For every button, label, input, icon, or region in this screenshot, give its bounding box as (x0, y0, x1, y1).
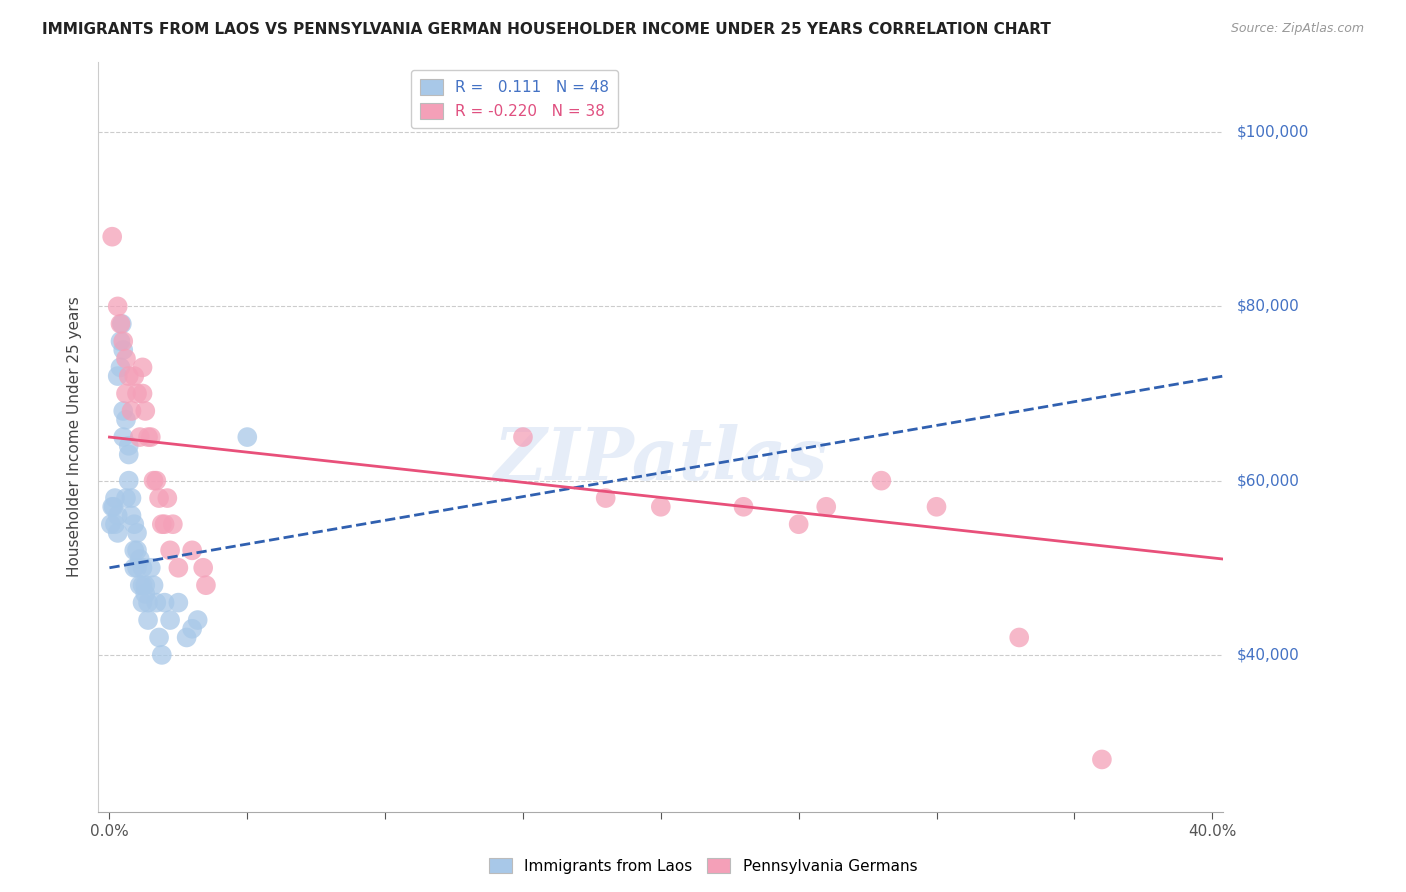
Text: $40,000: $40,000 (1237, 648, 1301, 663)
Point (100, 517, 122, 532)
Point (118, 448, 141, 462)
Point (162, 517, 184, 532)
Point (115, 412, 138, 426)
Point (122, 543, 145, 558)
Point (148, 491, 170, 505)
Point (167, 596, 190, 610)
Point (1008, 631, 1031, 645)
Point (107, 299, 129, 313)
Point (167, 561, 190, 575)
Point (145, 596, 167, 610)
Point (125, 525, 148, 540)
Text: $100,000: $100,000 (1237, 125, 1309, 140)
Point (512, 430, 534, 444)
Point (142, 474, 165, 488)
Point (150, 517, 173, 532)
Legend: R =   0.111   N = 48, R = -0.220   N = 38: R = 0.111 N = 48, R = -0.220 N = 38 (411, 70, 619, 128)
Point (136, 596, 159, 610)
Point (181, 543, 204, 558)
Point (110, 317, 132, 331)
Point (150, 648, 173, 662)
Point (131, 578, 153, 592)
Point (104, 517, 127, 532)
Point (815, 500, 838, 514)
Point (115, 351, 138, 366)
Point (131, 561, 153, 575)
Text: $60,000: $60,000 (1237, 473, 1301, 488)
Point (153, 517, 176, 532)
Point (148, 631, 170, 645)
Point (115, 386, 138, 401)
Point (176, 631, 198, 645)
Text: IMMIGRANTS FROM LAOS VS PENNSYLVANIA GERMAN HOUSEHOLDER INCOME UNDER 25 YEARS CO: IMMIGRANTS FROM LAOS VS PENNSYLVANIA GER… (42, 22, 1052, 37)
Point (112, 404, 135, 418)
Point (110, 360, 132, 375)
Point (107, 508, 129, 523)
Point (107, 525, 129, 540)
Point (153, 596, 176, 610)
Point (122, 561, 145, 575)
Legend: Immigrants from Laos, Pennsylvania Germans: Immigrants from Laos, Pennsylvania Germa… (482, 852, 924, 880)
Point (121, 491, 143, 505)
Point (110, 334, 132, 349)
Point (104, 491, 127, 505)
Point (1091, 752, 1114, 766)
Point (118, 439, 141, 453)
Text: ZIPatlas: ZIPatlas (494, 424, 828, 495)
Point (136, 430, 159, 444)
Point (145, 474, 167, 488)
Point (125, 386, 148, 401)
Point (650, 500, 672, 514)
Point (925, 500, 948, 514)
Point (181, 622, 204, 636)
Text: $80,000: $80,000 (1237, 299, 1301, 314)
Point (112, 334, 135, 349)
Point (870, 474, 893, 488)
Point (125, 543, 148, 558)
Point (128, 430, 150, 444)
Point (136, 613, 159, 627)
Point (101, 500, 124, 514)
Point (111, 317, 134, 331)
Point (142, 578, 165, 592)
Point (128, 578, 150, 592)
Point (131, 596, 153, 610)
Point (128, 552, 150, 566)
Point (139, 561, 162, 575)
Point (121, 508, 143, 523)
Point (159, 613, 181, 627)
Point (159, 543, 181, 558)
Point (112, 430, 135, 444)
Point (131, 386, 153, 401)
Point (122, 369, 145, 384)
Point (122, 517, 145, 532)
Point (187, 613, 209, 627)
Point (193, 561, 215, 575)
Point (156, 491, 179, 505)
Point (125, 561, 148, 575)
Point (103, 500, 125, 514)
Point (121, 404, 143, 418)
Point (118, 474, 141, 488)
Point (134, 404, 156, 418)
Point (118, 369, 141, 384)
Point (139, 430, 162, 444)
Point (134, 578, 156, 592)
Point (134, 587, 156, 601)
Point (101, 229, 124, 244)
Point (115, 491, 138, 505)
Text: Source: ZipAtlas.com: Source: ZipAtlas.com (1230, 22, 1364, 36)
Point (733, 500, 755, 514)
Point (787, 517, 810, 532)
Point (131, 360, 153, 375)
Point (236, 430, 259, 444)
Point (595, 491, 617, 505)
Point (112, 343, 135, 357)
Y-axis label: Householder Income Under 25 years: Householder Income Under 25 years (67, 297, 83, 577)
Point (107, 369, 129, 384)
Point (194, 578, 217, 592)
